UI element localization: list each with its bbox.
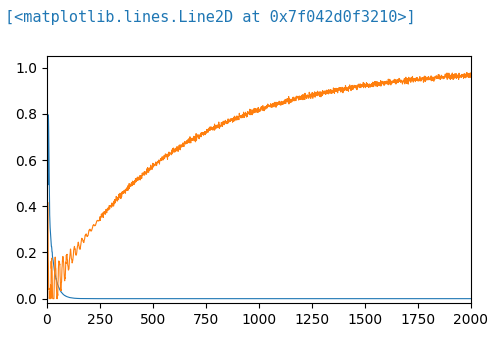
Text: [<matplotlib.lines.Line2D at 0x7f042d0f3210>]: [<matplotlib.lines.Line2D at 0x7f042d0f3…: [5, 10, 415, 25]
